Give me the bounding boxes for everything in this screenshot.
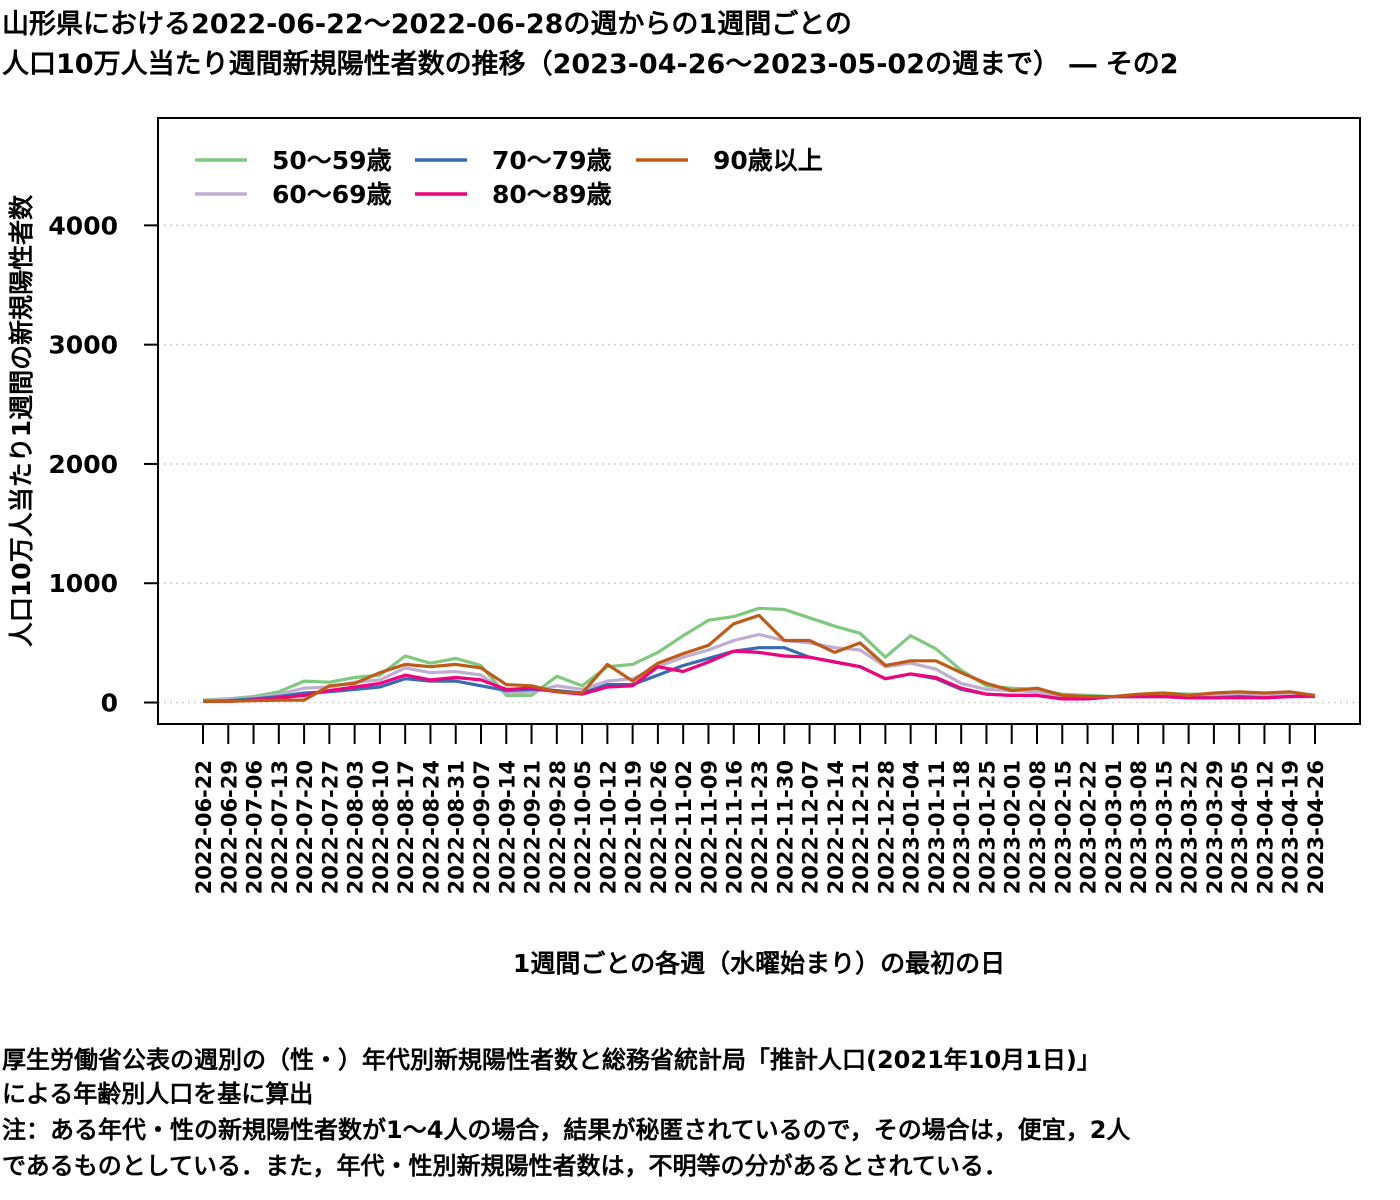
x-tick-label: 2022-09-07 xyxy=(470,760,494,894)
x-axis-label: 1週間ごとの各週（水曜始まり）の最初の日 xyxy=(513,949,1005,978)
x-tick-label: 2022-12-07 xyxy=(799,760,823,894)
x-tick-label: 2023-03-15 xyxy=(1152,760,1176,894)
x-tick-label: 2023-04-19 xyxy=(1279,760,1303,894)
x-tick-label: 2022-10-12 xyxy=(596,760,620,894)
x-tick-label: 2022-07-20 xyxy=(293,760,317,894)
x-tick-label: 2022-12-14 xyxy=(824,760,848,894)
x-tick-label: 2023-04-12 xyxy=(1253,760,1277,894)
y-tick-label: 0 xyxy=(101,689,118,718)
series-line-2 xyxy=(202,632,1316,703)
x-tick-label: 2023-02-08 xyxy=(1026,760,1050,894)
legend-label-3: 70～79歳 xyxy=(492,146,612,175)
x-tick-label: 2022-07-06 xyxy=(243,760,267,894)
y-tick-label: 1000 xyxy=(48,569,118,598)
x-tick-label: 2023-03-08 xyxy=(1127,760,1151,894)
x-tick-label: 2022-08-03 xyxy=(344,760,368,894)
x-tick-label: 2022-08-24 xyxy=(419,760,443,894)
x-tick-label: 2022-10-05 xyxy=(571,760,595,894)
x-tick-label: 2022-08-10 xyxy=(369,760,393,894)
source-note-line-1: 厚生労働省公表の週別の（性・）年代別新規陽性者数と総務省統計局「推計人口(202… xyxy=(2,1046,1101,1074)
y-tick-label: 2000 xyxy=(48,450,118,479)
x-tick-label: 2023-04-26 xyxy=(1304,760,1328,894)
legend-label-5: 90歳以上 xyxy=(713,146,823,175)
x-tick-label: 2022-07-13 xyxy=(268,760,292,894)
caveat-note-line-2: であるものとしている．また，年代・性別新規陽性者数は，不明等の分があるとされてい… xyxy=(2,1152,1008,1180)
x-tick-label: 2022-09-28 xyxy=(546,760,570,894)
caveat-note-line-1: 注：ある年代・性の新規陽性者数が1～4人の場合，結果が秘匿されているので，その場… xyxy=(2,1116,1131,1144)
chart-title-line-2: 人口10万人当たり週間新規陽性者数の推移（2023-04-26～2023-05-… xyxy=(2,49,1179,80)
x-tick-label: 2022-09-21 xyxy=(521,760,545,894)
x-tick-label: 2022-12-28 xyxy=(874,760,898,894)
legend-label-1: 50～59歳 xyxy=(272,146,392,175)
y-tick-label: 4000 xyxy=(48,211,118,240)
x-tick-label: 2023-01-11 xyxy=(925,760,949,894)
x-tick-label: 2023-01-25 xyxy=(975,760,999,894)
x-tick-label: 2022-07-27 xyxy=(318,760,342,894)
x-tick-label: 2023-04-05 xyxy=(1228,760,1252,894)
y-tick-label: 3000 xyxy=(48,331,118,360)
x-tick-label: 2022-06-29 xyxy=(217,760,241,894)
x-tick-label: 2022-11-09 xyxy=(697,760,721,894)
x-tick-label: 2022-09-14 xyxy=(495,760,519,894)
source-note-line-2: による年齢別人口を基に算出 xyxy=(2,1080,314,1108)
y-axis-label: 人口10万人当たり1週間の新規陽性者数 xyxy=(7,194,36,647)
x-tick-label: 2023-03-01 xyxy=(1102,760,1126,894)
x-tick-label: 2023-03-29 xyxy=(1203,760,1227,894)
x-tick-label: 2023-02-15 xyxy=(1051,760,1075,894)
series-line-5 xyxy=(203,613,1316,703)
x-tick-label: 2022-08-17 xyxy=(394,760,418,894)
x-tick-label: 2023-02-01 xyxy=(1001,760,1025,894)
x-tick-label: 2022-11-02 xyxy=(672,760,696,894)
x-tick-label: 2022-10-19 xyxy=(622,760,646,894)
x-tick-label: 2022-11-23 xyxy=(748,760,772,894)
legend-label-2: 60～69歳 xyxy=(272,180,392,209)
x-tick-label: 2023-02-22 xyxy=(1077,760,1101,894)
legend-label-4: 80～89歳 xyxy=(492,180,612,209)
x-tick-label: 2022-11-30 xyxy=(773,760,797,894)
chart-title-line-1: 山形県における2022-06-22～2022-06-28の週からの1週間ごとの xyxy=(2,9,852,40)
x-tick-label: 2023-01-18 xyxy=(950,760,974,894)
x-tick-label: 2022-11-16 xyxy=(723,760,747,894)
x-tick-label: 2023-01-04 xyxy=(900,760,924,894)
x-tick-label: 2023-03-22 xyxy=(1178,760,1202,894)
x-tick-label: 2022-12-21 xyxy=(849,760,873,894)
x-tick-label: 2022-06-22 xyxy=(192,760,216,894)
x-tick-label: 2022-10-26 xyxy=(647,760,671,894)
x-tick-label: 2022-08-31 xyxy=(445,760,469,894)
